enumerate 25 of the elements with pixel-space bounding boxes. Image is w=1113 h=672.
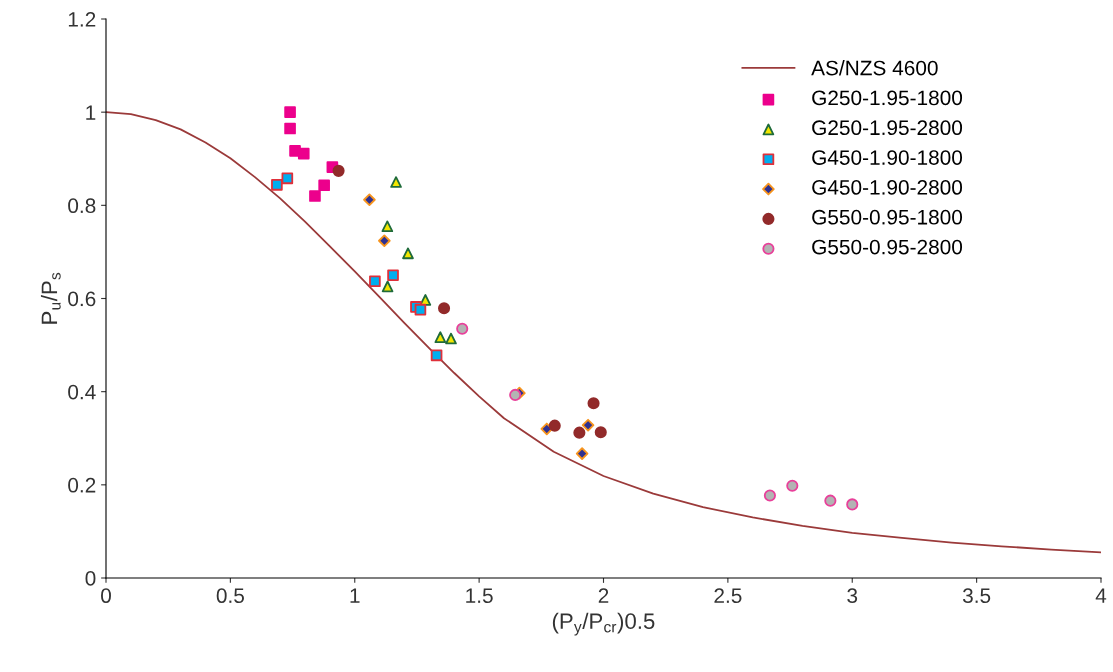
legend-label: G450-1.90-1800 bbox=[812, 150, 963, 165]
y-tick-label: 0.8 bbox=[68, 198, 96, 214]
x-tick-label: 2.5 bbox=[714, 588, 742, 604]
x-tick-label: 2 bbox=[598, 588, 609, 603]
x-tick-label: 3 bbox=[847, 588, 858, 604]
x-tick-label: 0 bbox=[101, 588, 111, 604]
legend-label: G250-1.95-2800 bbox=[812, 120, 963, 136]
legend-label: G550-0.95-1800 bbox=[812, 209, 963, 225]
y-tick-label: 0.2 bbox=[68, 477, 96, 493]
legend-label: AS/NZS 4600 bbox=[811, 60, 938, 76]
legend-label: G450-1.90-2800 bbox=[812, 180, 963, 195]
x-tick-label: 1 bbox=[350, 588, 360, 603]
x-tick-label: 0.5 bbox=[216, 588, 244, 604]
x-tick-label: 3.5 bbox=[962, 588, 991, 604]
y-tick-label: 1.2 bbox=[68, 12, 96, 27]
y-tick-label: 0.4 bbox=[68, 384, 96, 400]
y-axis-title: P$_{u}$/P$_{s}$ bbox=[40, 272, 61, 324]
legend-label: G550-0.95-2800 bbox=[812, 239, 963, 255]
x-axis-title: (P$_{y}$/P$_{cr}$)0.5 bbox=[552, 612, 655, 636]
x-tick-label: 4 bbox=[1095, 588, 1107, 603]
y-tick-label: 1 bbox=[86, 105, 96, 120]
y-tick-label: 0.6 bbox=[68, 291, 96, 307]
x-tick-label: 1.5 bbox=[466, 588, 493, 604]
legend-label: G250-1.95-1800 bbox=[812, 90, 963, 106]
y-tick-label: 0 bbox=[85, 571, 96, 586]
